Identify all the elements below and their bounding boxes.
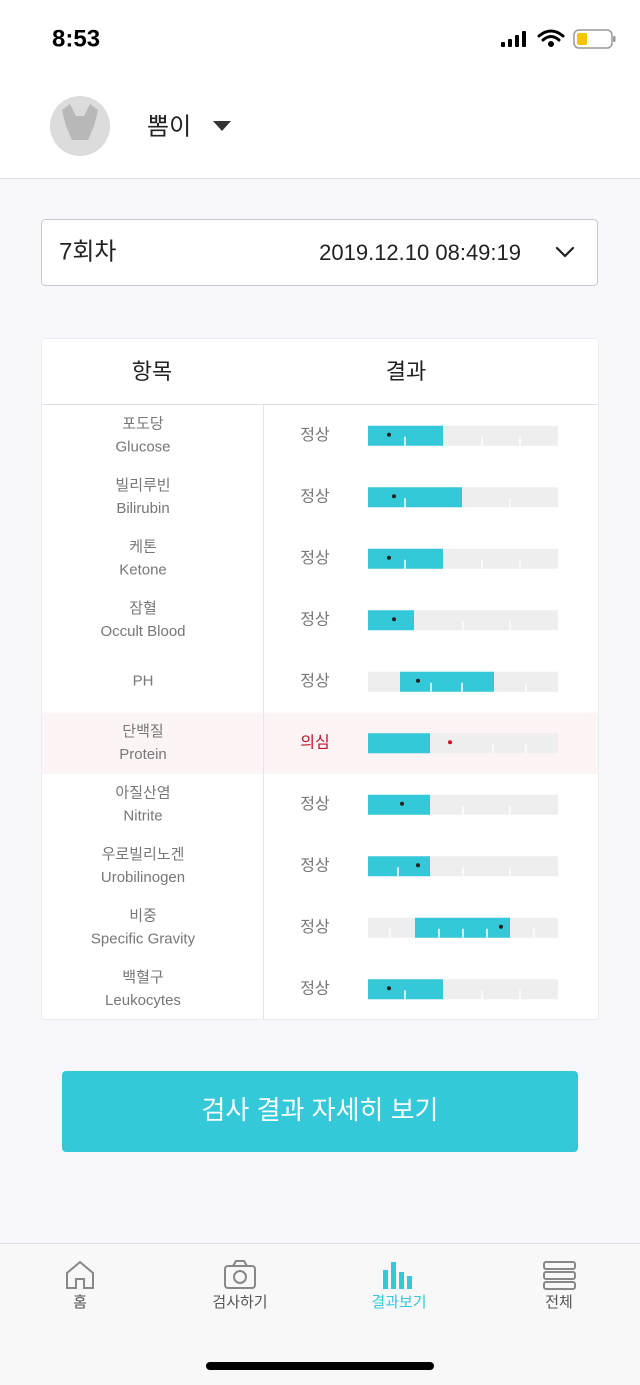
table-header: 결과 bbox=[386, 359, 426, 384]
item-name-ko: 잠혈 bbox=[129, 600, 157, 617]
gauge-range bbox=[400, 671, 494, 692]
item-name-en: Nitrite bbox=[123, 808, 162, 825]
gauge-dot bbox=[400, 801, 404, 806]
avatar[interactable] bbox=[50, 96, 110, 156]
gauge-dot bbox=[392, 494, 396, 499]
chevron bbox=[555, 246, 575, 258]
gauge-dot bbox=[499, 924, 503, 929]
gauge-range bbox=[368, 610, 414, 631]
result-status: 정상 bbox=[300, 979, 330, 997]
item-name-ko: 포도당 bbox=[122, 416, 164, 433]
result-status: 정상 bbox=[300, 426, 330, 444]
result-status: 정상 bbox=[300, 487, 330, 505]
header-bg bbox=[0, 0, 640, 178]
result-status: 정상 bbox=[300, 610, 330, 628]
gauge-range bbox=[368, 425, 443, 446]
gauge-dot bbox=[416, 863, 420, 868]
session-round: 7회차 bbox=[59, 238, 117, 265]
item-name-ko: 백혈구 bbox=[122, 969, 163, 986]
signal-icon bbox=[501, 31, 526, 47]
result-status: 정상 bbox=[300, 918, 330, 936]
gauge-range bbox=[368, 794, 430, 815]
item-name-ko: 비중 bbox=[129, 908, 157, 925]
gauge-range bbox=[368, 979, 443, 1000]
item-name-ko: 단백질 bbox=[122, 723, 163, 740]
item-name-ko: 빌리루빈 bbox=[115, 477, 170, 494]
status-time: 8:53 bbox=[52, 25, 100, 52]
result-status: 의심 bbox=[300, 733, 329, 751]
gauge-dot bbox=[392, 617, 396, 622]
gauge-dot bbox=[416, 678, 420, 683]
button-label[interactable]: 검사 결과 자세히 보기 bbox=[202, 1095, 439, 1125]
table-header: 항목 bbox=[132, 359, 172, 384]
home-icon[interactable] bbox=[66, 1260, 94, 1289]
gauge-dot bbox=[387, 432, 391, 437]
result-status: 정상 bbox=[300, 795, 330, 813]
gauge-dot bbox=[448, 740, 452, 745]
results-icon[interactable] bbox=[383, 1262, 412, 1289]
item-name-en: Glucose bbox=[115, 439, 170, 456]
gauge-range bbox=[368, 856, 430, 877]
profile-dropdown-icon[interactable] bbox=[213, 121, 231, 131]
tab-label[interactable]: 전체 bbox=[545, 1294, 573, 1311]
item-name-en: Urobilinogen bbox=[101, 869, 185, 886]
item-name-ko: 우로빌리노겐 bbox=[102, 846, 185, 863]
gauge-dot bbox=[387, 986, 391, 991]
result-status: 정상 bbox=[300, 549, 330, 567]
gauge-dot bbox=[387, 555, 391, 560]
item-name-en: PH bbox=[133, 673, 154, 690]
battery-icon bbox=[573, 29, 616, 49]
result-status: 정상 bbox=[300, 672, 330, 690]
detail-button[interactable]: 검사 결과 자세히 보기 bbox=[62, 1071, 578, 1152]
item-name-en: Bilirubin bbox=[116, 500, 169, 517]
profile-name[interactable]: 뽐이 bbox=[147, 113, 191, 140]
item-name-en: Specific Gravity bbox=[91, 931, 196, 948]
item-name-en: Leukocytes bbox=[105, 992, 181, 1009]
tab-label[interactable]: 홈 bbox=[73, 1293, 87, 1311]
tab-label[interactable]: 결과보기 bbox=[371, 1294, 426, 1311]
tab-bar bbox=[0, 1243, 640, 1385]
camera-icon[interactable] bbox=[224, 1260, 256, 1289]
wifi-icon bbox=[537, 29, 565, 47]
home-indicator bbox=[206, 1362, 434, 1370]
menu-icon[interactable] bbox=[543, 1261, 576, 1290]
item-name-ko: 아질산염 bbox=[115, 785, 170, 802]
item-name-en: Occult Blood bbox=[100, 623, 185, 640]
gauge-range bbox=[368, 487, 462, 508]
tab-label[interactable]: 검사하기 bbox=[212, 1294, 267, 1311]
session-datetime: 2019.12.10 08:49:19 bbox=[319, 240, 521, 265]
result-table bbox=[41, 338, 599, 1020]
result-status: 정상 bbox=[300, 856, 330, 874]
gauge-range bbox=[368, 548, 443, 569]
session-select[interactable]: 7회차 2019.12.10 08:49:19 bbox=[41, 219, 598, 286]
item-name-en: Protein bbox=[119, 746, 167, 763]
gauge-range bbox=[368, 733, 430, 754]
item-name-en: Ketone bbox=[119, 562, 167, 579]
item-name-ko: 케톤 bbox=[129, 539, 157, 556]
